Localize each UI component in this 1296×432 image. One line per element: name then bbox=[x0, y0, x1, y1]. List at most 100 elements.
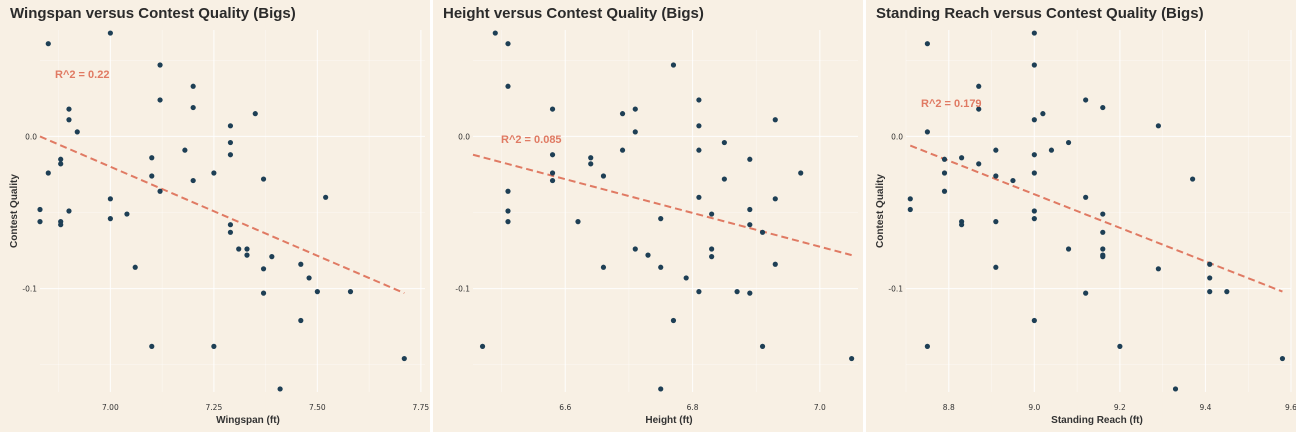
data-point bbox=[683, 275, 689, 281]
data-point bbox=[759, 229, 766, 235]
x-tick-label: 7.75 bbox=[413, 403, 430, 412]
data-point bbox=[632, 106, 638, 112]
data-point bbox=[1031, 208, 1037, 214]
data-point bbox=[244, 246, 250, 252]
data-point bbox=[575, 219, 581, 225]
data-point bbox=[993, 264, 999, 270]
data-point bbox=[721, 139, 727, 146]
data-point bbox=[993, 219, 999, 225]
data-point bbox=[658, 216, 664, 222]
data-point bbox=[157, 97, 163, 103]
data-point bbox=[549, 106, 556, 112]
data-point bbox=[1207, 275, 1213, 281]
data-point bbox=[124, 211, 130, 217]
data-point bbox=[401, 355, 407, 362]
data-point bbox=[149, 155, 155, 161]
data-point bbox=[600, 264, 607, 270]
data-point bbox=[1100, 211, 1106, 217]
data-point bbox=[306, 275, 312, 281]
data-point bbox=[924, 343, 930, 349]
x-tick-label: 9.0 bbox=[1028, 403, 1040, 412]
y-tick-label: -0.1 bbox=[22, 285, 37, 294]
data-point bbox=[600, 173, 607, 179]
data-point bbox=[734, 289, 740, 295]
data-point bbox=[1279, 355, 1286, 362]
data-point bbox=[260, 290, 267, 296]
grid bbox=[40, 30, 425, 392]
data-point bbox=[549, 152, 556, 158]
data-point bbox=[907, 206, 913, 213]
data-point bbox=[1031, 62, 1037, 68]
data-point bbox=[66, 106, 72, 112]
data-point bbox=[505, 219, 511, 225]
data-point bbox=[45, 41, 51, 47]
x-tick-label: 9.6 bbox=[1285, 403, 1296, 412]
data-point bbox=[1031, 317, 1037, 324]
data-point bbox=[323, 194, 329, 200]
data-point bbox=[976, 106, 982, 112]
data-point bbox=[66, 208, 72, 214]
data-point bbox=[849, 355, 855, 362]
x-tick-label: 7.00 bbox=[102, 403, 119, 412]
data-point bbox=[670, 62, 677, 68]
data-point bbox=[619, 147, 626, 153]
data-point bbox=[696, 123, 702, 129]
data-point bbox=[132, 264, 138, 270]
data-point bbox=[670, 317, 677, 324]
data-point bbox=[1083, 194, 1089, 200]
data-point bbox=[505, 188, 511, 194]
data-point bbox=[314, 289, 320, 295]
y-tick-label: 0.0 bbox=[891, 132, 903, 141]
data-point bbox=[1117, 343, 1123, 349]
data-point bbox=[260, 176, 267, 182]
data-point bbox=[347, 289, 354, 295]
data-point bbox=[658, 386, 664, 392]
x-axis-label: Wingspan (ft) bbox=[216, 415, 280, 426]
r-squared-annotation: R^2 = 0.085 bbox=[501, 134, 562, 146]
data-point bbox=[211, 343, 217, 349]
data-point bbox=[1031, 216, 1037, 222]
data-point bbox=[1083, 290, 1089, 296]
data-point bbox=[74, 129, 80, 135]
x-tick-label: 9.4 bbox=[1199, 403, 1211, 412]
data-point bbox=[58, 161, 64, 167]
data-point bbox=[976, 161, 982, 167]
data-point bbox=[549, 170, 556, 176]
x-tick-label: 6.8 bbox=[687, 403, 699, 412]
data-point bbox=[45, 170, 51, 176]
data-point bbox=[1207, 261, 1213, 267]
data-point bbox=[1083, 97, 1089, 103]
grid bbox=[473, 30, 858, 392]
data-point bbox=[298, 261, 304, 267]
data-point bbox=[277, 386, 283, 392]
data-point bbox=[1048, 147, 1055, 153]
data-point bbox=[1031, 152, 1037, 158]
data-point bbox=[993, 147, 999, 153]
x-tick-label: 7.25 bbox=[206, 403, 223, 412]
data-point bbox=[907, 196, 913, 202]
data-point bbox=[149, 343, 155, 349]
data-point bbox=[772, 196, 778, 202]
data-point bbox=[37, 219, 43, 225]
x-tick-label: 9.2 bbox=[1114, 403, 1126, 412]
data-point bbox=[58, 222, 64, 228]
data-point bbox=[1065, 246, 1072, 252]
chart-wingspan: Wingspan versus Contest Quality (Bigs) W… bbox=[9, 5, 430, 426]
data-point bbox=[190, 83, 196, 89]
data-point bbox=[1065, 139, 1072, 146]
data-point bbox=[747, 290, 753, 296]
data-point bbox=[505, 208, 511, 214]
data-point bbox=[1100, 246, 1106, 252]
data-point bbox=[798, 170, 804, 176]
data-point bbox=[1190, 176, 1196, 182]
y-tick-label: 0.0 bbox=[458, 132, 470, 141]
data-point bbox=[709, 254, 715, 260]
chart-standing-reach: Standing Reach versus Contest Quality (B… bbox=[875, 5, 1296, 426]
x-axis-label: Standing Reach (ft) bbox=[1051, 415, 1143, 426]
data-point bbox=[252, 111, 258, 117]
data-point bbox=[298, 317, 304, 324]
data-point bbox=[709, 246, 715, 252]
data-point bbox=[645, 252, 651, 258]
data-point bbox=[747, 156, 753, 162]
